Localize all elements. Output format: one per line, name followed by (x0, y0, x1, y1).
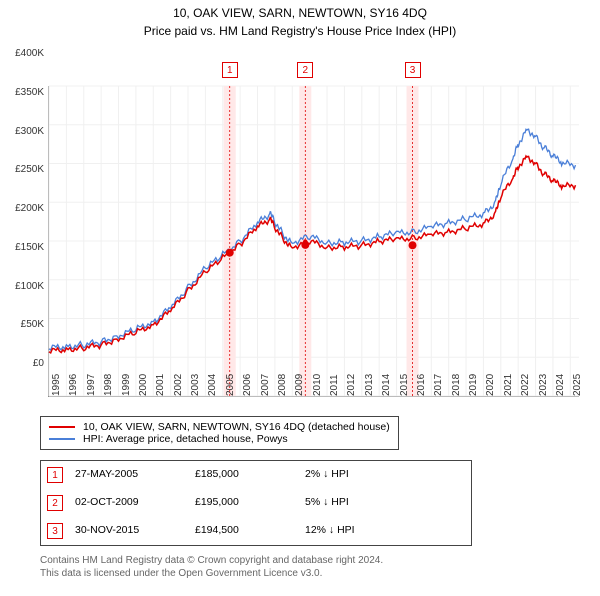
y-tick-label: £0 (0, 358, 44, 369)
legend-row: 10, OAK VIEW, SARN, NEWTOWN, SY16 4DQ (d… (49, 421, 390, 433)
x-tick-label: 2018 (451, 374, 462, 396)
legend-swatch (49, 426, 75, 428)
chart-svg (49, 86, 579, 396)
x-tick-label: 2007 (260, 374, 271, 396)
sale-marker-box: 1 (222, 62, 238, 78)
y-tick-label: £350K (0, 87, 44, 98)
x-tick-label: 2022 (520, 374, 531, 396)
legend-swatch (49, 438, 75, 440)
sale-price: £185,000 (195, 461, 305, 489)
footer-attribution: Contains HM Land Registry data © Crown c… (40, 554, 383, 580)
x-tick-label: 1995 (51, 374, 62, 396)
x-tick-label: 2008 (277, 374, 288, 396)
sale-row: 1 27-MAY-2005£185,0002% ↓ HPI (41, 461, 471, 489)
plot-region (48, 86, 579, 397)
x-tick-label: 1997 (86, 374, 97, 396)
x-tick-label: 2025 (572, 374, 583, 396)
y-tick-label: £100K (0, 281, 44, 292)
x-tick-label: 2024 (555, 374, 566, 396)
y-tick-label: £250K (0, 164, 44, 175)
legend-row: HPI: Average price, detached house, Powy… (49, 433, 390, 445)
sale-date: 27-MAY-2005 (75, 461, 195, 489)
x-tick-label: 2004 (207, 374, 218, 396)
sale-date: 02-OCT-2009 (75, 489, 195, 517)
y-tick-label: £200K (0, 203, 44, 214)
sale-number: 2 (47, 495, 63, 511)
x-tick-label: 2003 (190, 374, 201, 396)
chart-title-1: 10, OAK VIEW, SARN, NEWTOWN, SY16 4DQ (0, 6, 600, 20)
sale-marker-box: 2 (297, 62, 313, 78)
sale-row: 2 02-OCT-2009£195,0005% ↓ HPI (41, 489, 471, 517)
x-tick-label: 2014 (381, 374, 392, 396)
x-tick-label: 2021 (503, 374, 514, 396)
x-tick-label: 2000 (138, 374, 149, 396)
x-tick-label: 2012 (346, 374, 357, 396)
y-tick-label: £300K (0, 126, 44, 137)
x-tick-label: 1998 (103, 374, 114, 396)
sale-number: 1 (47, 467, 63, 483)
legend-label: HPI: Average price, detached house, Powy… (83, 433, 288, 445)
x-tick-label: 2017 (433, 374, 444, 396)
sale-row: 3 30-NOV-2015£194,50012% ↓ HPI (41, 517, 471, 545)
y-tick-label: £400K (0, 48, 44, 59)
x-tick-label: 2023 (538, 374, 549, 396)
x-tick-label: 2016 (416, 374, 427, 396)
sale-hpi: 12% ↓ HPI (305, 517, 405, 545)
sale-marker-box: 3 (405, 62, 421, 78)
legend-box: 10, OAK VIEW, SARN, NEWTOWN, SY16 4DQ (d… (40, 416, 399, 450)
sale-price: £194,500 (195, 517, 305, 545)
x-tick-label: 2020 (485, 374, 496, 396)
x-tick-label: 2013 (364, 374, 375, 396)
x-tick-label: 2019 (468, 374, 479, 396)
sale-date: 30-NOV-2015 (75, 517, 195, 545)
x-tick-label: 1996 (68, 374, 79, 396)
y-tick-label: £50K (0, 319, 44, 330)
sale-price: £195,000 (195, 489, 305, 517)
x-tick-label: 2009 (294, 374, 305, 396)
chart-title-2: Price paid vs. HM Land Registry's House … (0, 24, 600, 38)
sale-hpi: 2% ↓ HPI (305, 461, 405, 489)
legend-label: 10, OAK VIEW, SARN, NEWTOWN, SY16 4DQ (d… (83, 421, 390, 433)
sales-table: 1 27-MAY-2005£185,0002% ↓ HPI 2 02-OCT-2009… (40, 460, 472, 546)
x-tick-label: 2005 (225, 374, 236, 396)
sale-hpi: 5% ↓ HPI (305, 489, 405, 517)
footer-line-2: This data is licensed under the Open Gov… (40, 567, 383, 580)
x-tick-label: 2006 (242, 374, 253, 396)
footer-line-1: Contains HM Land Registry data © Crown c… (40, 554, 383, 567)
x-tick-label: 2010 (312, 374, 323, 396)
x-tick-label: 2015 (399, 374, 410, 396)
x-tick-label: 2001 (155, 374, 166, 396)
x-tick-label: 1999 (121, 374, 132, 396)
x-tick-label: 2011 (329, 374, 340, 396)
sale-number: 3 (47, 523, 63, 539)
x-tick-label: 2002 (173, 374, 184, 396)
y-tick-label: £150K (0, 242, 44, 253)
